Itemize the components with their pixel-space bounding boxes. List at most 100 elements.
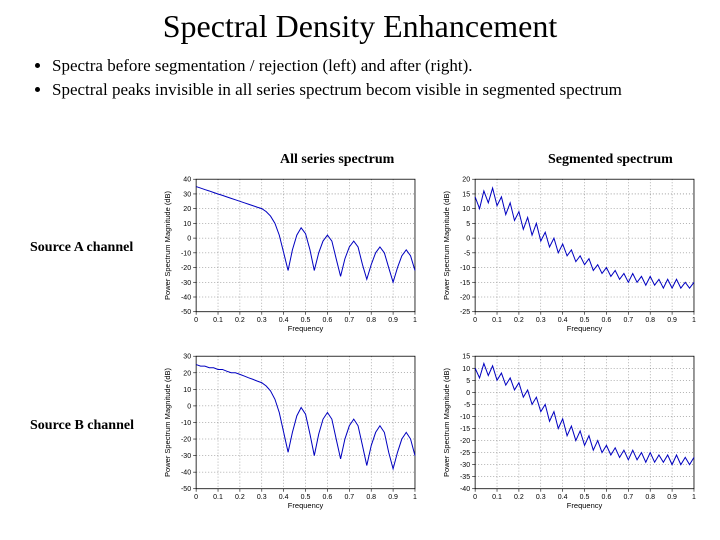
- slide-title: Spectral Density Enhancement: [28, 8, 692, 45]
- svg-text:0.1: 0.1: [213, 494, 223, 501]
- svg-text:0.6: 0.6: [602, 494, 612, 501]
- svg-text:0.4: 0.4: [279, 494, 289, 501]
- svg-text:0.4: 0.4: [558, 494, 568, 501]
- svg-text:Frequency: Frequency: [288, 501, 324, 510]
- row-label-a: Source A channel: [30, 240, 160, 256]
- svg-text:-40: -40: [181, 295, 191, 302]
- svg-text:10: 10: [462, 206, 470, 213]
- svg-text:0.6: 0.6: [323, 494, 333, 501]
- svg-text:10: 10: [183, 221, 191, 228]
- svg-text:1: 1: [692, 494, 696, 501]
- svg-text:20: 20: [462, 177, 470, 184]
- svg-text:0.3: 0.3: [536, 317, 546, 324]
- svg-text:-10: -10: [460, 265, 470, 272]
- svg-text:5: 5: [466, 221, 470, 228]
- svg-text:0.2: 0.2: [514, 494, 524, 501]
- svg-text:-40: -40: [460, 486, 470, 493]
- svg-text:0.3: 0.3: [536, 494, 546, 501]
- svg-text:1: 1: [692, 317, 696, 324]
- svg-text:10: 10: [462, 366, 470, 373]
- chart-grid: 00.10.20.30.40.50.60.70.80.91-50-40-30-2…: [160, 172, 700, 512]
- svg-text:0: 0: [187, 236, 191, 243]
- svg-text:-5: -5: [464, 250, 470, 257]
- svg-text:0.1: 0.1: [492, 317, 502, 324]
- svg-text:0.7: 0.7: [623, 494, 633, 501]
- svg-text:-25: -25: [460, 450, 470, 457]
- svg-text:0: 0: [187, 403, 191, 410]
- column-header-right: Segmented spectrum: [548, 152, 673, 168]
- svg-text:0.8: 0.8: [366, 494, 376, 501]
- svg-text:Frequency: Frequency: [288, 324, 324, 333]
- svg-text:0.7: 0.7: [344, 494, 354, 501]
- svg-text:-50: -50: [181, 486, 191, 493]
- chart-b-seg: 0 0.1 0.2 0.3 0.4 0.5 0.6 0.7 0.8 0.9 1 -40 -35 -30 -2…: [439, 349, 700, 512]
- svg-text:Power Spectrum Magnitude (dB): Power Spectrum Magnitude (dB): [442, 190, 451, 300]
- svg-text:0.9: 0.9: [388, 317, 398, 324]
- svg-text:10: 10: [183, 387, 191, 394]
- svg-text:Power Spectrum Magnitude (dB): Power Spectrum Magnitude (dB): [163, 367, 172, 477]
- svg-text:0: 0: [473, 494, 477, 501]
- svg-text:0.3: 0.3: [257, 494, 267, 501]
- bullet-list: Spectra before segmentation / rejection …: [34, 55, 686, 101]
- svg-text:Power Spectrum Magnitude (dB): Power Spectrum Magnitude (dB): [442, 367, 451, 477]
- svg-text:0.7: 0.7: [344, 317, 354, 324]
- svg-text:-20: -20: [181, 437, 191, 444]
- svg-text:1: 1: [413, 494, 417, 501]
- svg-text:-20: -20: [460, 295, 470, 302]
- svg-text:0.9: 0.9: [667, 317, 677, 324]
- svg-text:0.9: 0.9: [388, 494, 398, 501]
- svg-text:-15: -15: [460, 426, 470, 433]
- svg-text:0.8: 0.8: [645, 494, 655, 501]
- row-label-b: Source B channel: [30, 418, 160, 434]
- svg-text:-40: -40: [181, 470, 191, 477]
- svg-text:Frequency: Frequency: [567, 324, 603, 333]
- svg-text:30: 30: [183, 354, 191, 361]
- svg-text:0.8: 0.8: [645, 317, 655, 324]
- svg-text:15: 15: [462, 191, 470, 198]
- svg-text:0.5: 0.5: [301, 317, 311, 324]
- svg-text:0.1: 0.1: [492, 494, 502, 501]
- svg-text:0.5: 0.5: [580, 317, 590, 324]
- svg-text:40: 40: [183, 177, 191, 184]
- column-header-left: All series spectrum: [280, 152, 394, 168]
- svg-text:20: 20: [183, 370, 191, 377]
- svg-text:15: 15: [462, 354, 470, 361]
- svg-text:0.4: 0.4: [558, 317, 568, 324]
- svg-text:0.1: 0.1: [213, 317, 223, 324]
- chart-b-all: 0 0.1 0.2 0.3 0.4 0.5 0.6 0.7 0.8 0.9 1 -50 -40 -30 -2…: [160, 349, 421, 512]
- svg-text:0.6: 0.6: [323, 317, 333, 324]
- svg-text:0: 0: [466, 390, 470, 397]
- svg-text:0.2: 0.2: [235, 317, 245, 324]
- svg-text:-30: -30: [181, 280, 191, 287]
- svg-text:-35: -35: [460, 474, 470, 481]
- svg-text:-10: -10: [460, 414, 470, 421]
- svg-text:Frequency: Frequency: [567, 501, 603, 510]
- svg-text:-15: -15: [460, 280, 470, 287]
- svg-text:0.6: 0.6: [602, 317, 612, 324]
- svg-text:0: 0: [194, 317, 198, 324]
- svg-text:-10: -10: [181, 420, 191, 427]
- svg-text:0.4: 0.4: [279, 317, 289, 324]
- svg-text:0.2: 0.2: [235, 494, 245, 501]
- svg-text:0.5: 0.5: [301, 494, 311, 501]
- svg-text:-30: -30: [181, 453, 191, 460]
- svg-text:-30: -30: [460, 462, 470, 469]
- svg-text:-50: -50: [181, 309, 191, 316]
- svg-text:0: 0: [466, 236, 470, 243]
- bullet-item: Spectra before segmentation / rejection …: [52, 55, 686, 77]
- svg-text:-20: -20: [460, 438, 470, 445]
- svg-text:0.7: 0.7: [623, 317, 633, 324]
- svg-text:-10: -10: [181, 250, 191, 257]
- chart-a-all: 00.10.20.30.40.50.60.70.80.91-50-40-30-2…: [160, 172, 421, 335]
- svg-text:0.2: 0.2: [514, 317, 524, 324]
- svg-text:0.9: 0.9: [667, 494, 677, 501]
- bullet-item: Spectral peaks invisible in all series s…: [52, 79, 686, 101]
- svg-text:0.3: 0.3: [257, 317, 267, 324]
- svg-text:5: 5: [466, 378, 470, 385]
- svg-text:Power Spectrum Magnitude (dB): Power Spectrum Magnitude (dB): [163, 190, 172, 300]
- chart-a-seg: 00.10.20.30.40.50.60.70.80.91-25-20-15-1…: [439, 172, 700, 335]
- svg-text:0.5: 0.5: [580, 494, 590, 501]
- svg-text:1: 1: [413, 317, 417, 324]
- svg-text:0: 0: [473, 317, 477, 324]
- svg-text:-20: -20: [181, 265, 191, 272]
